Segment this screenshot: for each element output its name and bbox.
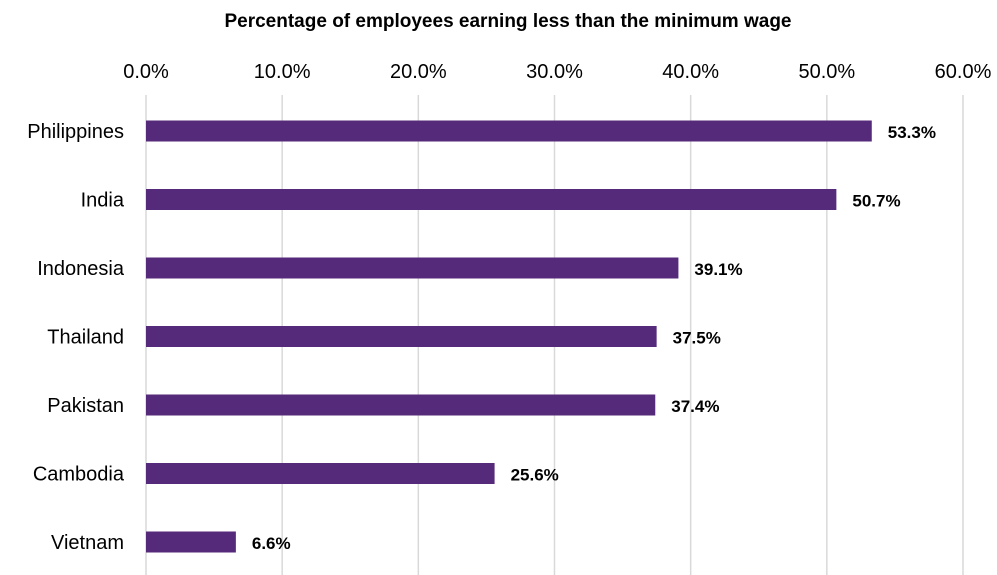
- x-tick-label: 40.0%: [662, 61, 719, 83]
- data-labels: 53.3% 50.7% 39.1% 37.5% 37.4% 25.6% 6.6%: [252, 123, 936, 553]
- data-label: 50.7%: [852, 192, 900, 211]
- bar: [146, 326, 657, 347]
- bar: [146, 120, 872, 142]
- bar: [146, 189, 837, 210]
- bars: [146, 120, 872, 553]
- data-label: 39.1%: [694, 260, 742, 279]
- bar: [146, 531, 236, 553]
- x-axis-ticks: 0.0% 10.0% 20.0% 30.0% 40.0% 50.0% 60.0%: [123, 61, 991, 83]
- x-tick-label: 10.0%: [254, 61, 311, 83]
- category-label: Indonesia: [37, 258, 125, 280]
- data-label: 53.3%: [888, 123, 936, 142]
- category-label: India: [81, 190, 125, 212]
- category-label: Cambodia: [33, 464, 125, 486]
- x-tick-label: 60.0%: [935, 61, 992, 83]
- x-tick-label: 20.0%: [390, 61, 447, 83]
- x-tick-label: 0.0%: [123, 61, 169, 83]
- data-label: 25.6%: [511, 466, 559, 485]
- category-label: Thailand: [47, 327, 124, 349]
- category-label: Pakistan: [47, 395, 124, 417]
- x-tick-label: 50.0%: [798, 61, 855, 83]
- category-label: Vietnam: [51, 532, 124, 554]
- bar: [146, 257, 679, 279]
- category-label: Philippines: [27, 121, 124, 143]
- category-labels: Philippines India Indonesia Thailand Pakista…: [27, 121, 125, 554]
- data-label: 6.6%: [252, 534, 291, 553]
- data-label: 37.4%: [671, 397, 719, 416]
- x-tick-label: 30.0%: [526, 61, 583, 83]
- chart-title: Percentage of employees earning less tha…: [224, 11, 791, 32]
- bar: [146, 394, 656, 416]
- data-label: 37.5%: [673, 329, 721, 348]
- bar: [146, 463, 495, 484]
